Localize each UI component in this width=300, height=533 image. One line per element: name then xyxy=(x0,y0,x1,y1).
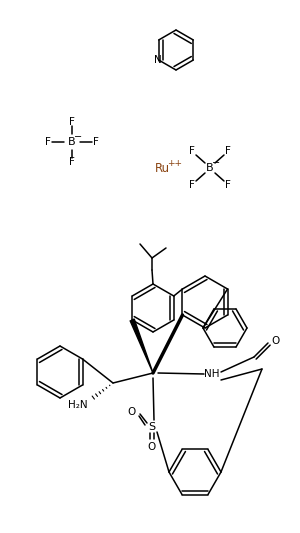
Text: O: O xyxy=(148,442,156,452)
Text: F: F xyxy=(93,137,99,147)
Text: O: O xyxy=(128,407,136,417)
Text: H₂N: H₂N xyxy=(68,400,88,410)
Text: F: F xyxy=(225,146,231,156)
Text: −: − xyxy=(74,132,82,142)
Text: F: F xyxy=(45,137,51,147)
Text: NH: NH xyxy=(204,369,220,379)
Text: B: B xyxy=(68,137,76,147)
Text: F: F xyxy=(69,117,75,127)
Text: −: − xyxy=(212,158,220,168)
Text: O: O xyxy=(272,336,280,346)
Text: F: F xyxy=(69,157,75,167)
Text: F: F xyxy=(225,180,231,190)
Text: F: F xyxy=(189,146,195,156)
Polygon shape xyxy=(130,319,153,373)
Text: B: B xyxy=(206,163,214,173)
Text: F: F xyxy=(189,180,195,190)
Text: N: N xyxy=(154,55,162,65)
Text: S: S xyxy=(148,422,156,432)
Text: Ru: Ru xyxy=(154,161,169,174)
Text: ++: ++ xyxy=(167,158,182,167)
